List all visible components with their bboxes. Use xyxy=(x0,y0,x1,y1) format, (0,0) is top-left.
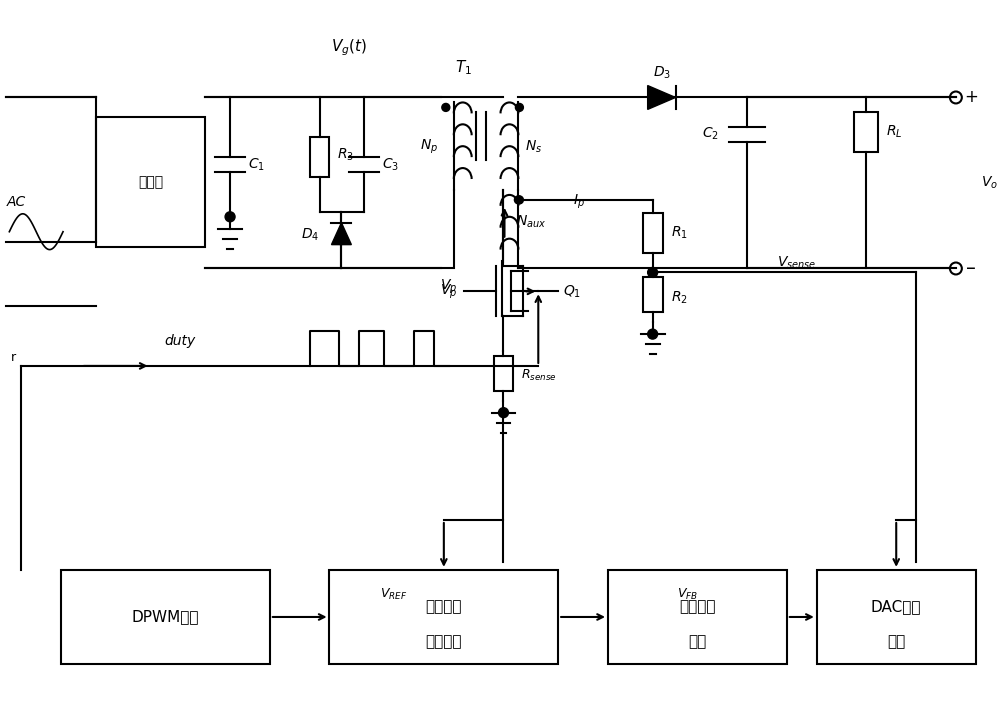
Text: $N_{aux}$: $N_{aux}$ xyxy=(516,213,547,230)
FancyBboxPatch shape xyxy=(643,277,663,312)
Text: $V_{FB}$: $V_{FB}$ xyxy=(677,587,698,602)
Text: 模块: 模块 xyxy=(887,634,905,650)
Polygon shape xyxy=(331,223,351,244)
Text: $R_2$: $R_2$ xyxy=(671,289,687,306)
Text: $T_1$: $T_1$ xyxy=(455,59,472,77)
Text: $R_1$: $R_1$ xyxy=(671,225,687,241)
Text: $N_s$: $N_s$ xyxy=(525,139,542,155)
Text: 负载检测: 负载检测 xyxy=(679,599,716,614)
Polygon shape xyxy=(648,85,676,109)
Text: r: r xyxy=(11,352,16,364)
Text: 参考电压: 参考电压 xyxy=(426,599,462,614)
FancyBboxPatch shape xyxy=(854,112,878,152)
Text: $V_g(t)$: $V_g(t)$ xyxy=(331,37,367,58)
Text: $D_3$: $D_3$ xyxy=(653,64,671,80)
FancyBboxPatch shape xyxy=(608,570,787,664)
Circle shape xyxy=(648,268,658,277)
Text: $V_p$: $V_p$ xyxy=(440,277,457,296)
FancyBboxPatch shape xyxy=(96,117,205,246)
Text: +: + xyxy=(964,88,978,107)
Circle shape xyxy=(515,104,523,112)
Text: $C_1$: $C_1$ xyxy=(248,157,265,173)
Text: duty: duty xyxy=(165,334,196,348)
Text: $V_p$: $V_p$ xyxy=(440,282,457,301)
FancyBboxPatch shape xyxy=(643,213,663,253)
Circle shape xyxy=(514,196,522,204)
Circle shape xyxy=(648,329,658,339)
Text: $I_p$: $I_p$ xyxy=(573,193,585,211)
FancyBboxPatch shape xyxy=(817,570,976,664)
Text: $R_3$: $R_3$ xyxy=(337,147,354,163)
Text: $Q_1$: $Q_1$ xyxy=(563,283,581,299)
FancyBboxPatch shape xyxy=(329,570,558,664)
FancyBboxPatch shape xyxy=(61,570,270,664)
Circle shape xyxy=(225,212,235,222)
Text: $V_o$: $V_o$ xyxy=(981,175,998,191)
Circle shape xyxy=(442,104,450,112)
Circle shape xyxy=(499,407,508,418)
Text: 调整模块: 调整模块 xyxy=(426,634,462,650)
Text: $V_{sense}$: $V_{sense}$ xyxy=(777,254,816,270)
Text: $C_3$: $C_3$ xyxy=(382,157,399,173)
Text: $N_p$: $N_p$ xyxy=(420,138,438,156)
Text: 整流桥: 整流桥 xyxy=(138,175,163,189)
Text: $C_2$: $C_2$ xyxy=(702,126,719,143)
Text: 模块: 模块 xyxy=(688,634,706,650)
Text: $R_{sense}$: $R_{sense}$ xyxy=(521,369,557,383)
Circle shape xyxy=(515,196,523,204)
Text: DAC采样: DAC采样 xyxy=(871,599,921,614)
FancyBboxPatch shape xyxy=(310,137,329,177)
Text: $R_L$: $R_L$ xyxy=(886,124,903,140)
Text: $D_4$: $D_4$ xyxy=(301,227,320,243)
Text: –: – xyxy=(966,259,976,278)
FancyBboxPatch shape xyxy=(494,356,513,391)
Text: AC: AC xyxy=(7,195,26,209)
Text: DPWM驱动: DPWM驱动 xyxy=(132,609,199,625)
Text: $V_{REF}$: $V_{REF}$ xyxy=(380,587,408,602)
